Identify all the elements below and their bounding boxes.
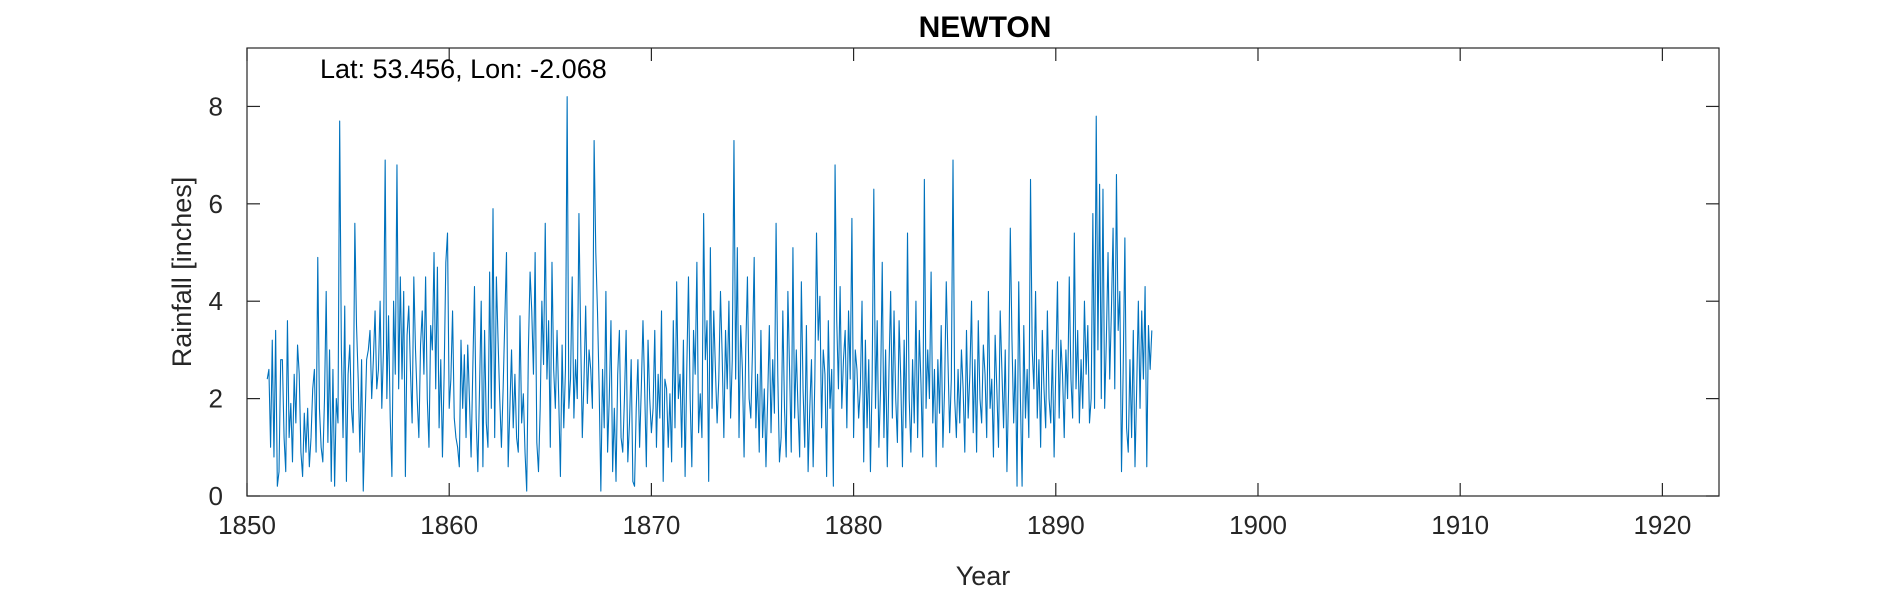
- x-tick-label: 1920: [1633, 510, 1691, 540]
- x-tick-label: 1900: [1229, 510, 1287, 540]
- y-tick-label: 8: [209, 91, 223, 121]
- y-axis: 0 2 4 6 8: [209, 91, 1719, 511]
- chart-title: NEWTON: [919, 11, 1052, 44]
- x-tick-label: 1850: [218, 510, 276, 540]
- x-tick-label: 1880: [825, 510, 883, 540]
- y-tick-label: 2: [209, 384, 223, 414]
- y-tick-label: 6: [209, 189, 223, 219]
- plot-area-box: [246, 47, 1720, 497]
- x-axis-label: Year: [956, 561, 1011, 591]
- x-tick-label: 1890: [1027, 510, 1085, 540]
- location-annotation: Lat: 53.456, Lon: -2.068: [320, 54, 607, 84]
- x-tick-label: 1910: [1431, 510, 1489, 540]
- y-axis-label: Rainfall [inches]: [167, 177, 197, 368]
- x-axis: 1850 1860 1870 1880 1890 1900 1910 1920: [218, 48, 1691, 540]
- x-tick-label: 1870: [622, 510, 680, 540]
- rainfall-series-line: [266, 96, 1153, 492]
- y-tick-label: 4: [209, 286, 223, 316]
- x-tick-label: 1860: [420, 510, 478, 540]
- y-tick-label: 0: [209, 481, 223, 511]
